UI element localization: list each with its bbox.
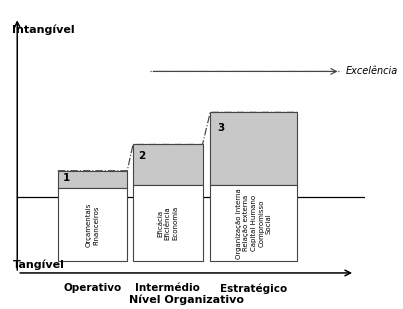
Bar [133,144,203,185]
Text: 1: 1 [62,173,70,183]
Text: Excelência: Excelência [345,66,398,76]
Bar [210,112,297,185]
Text: 2: 2 [138,150,145,161]
Text: Tangível: Tangível [12,260,64,270]
Text: Intermédio: Intermédio [135,283,200,293]
Bar [210,185,297,261]
Text: 3: 3 [217,123,224,133]
Bar [58,188,127,261]
Text: Operativo: Operativo [63,283,122,293]
Text: Intangível: Intangível [12,25,75,35]
Text: Eficácia
Eficiência
Economia: Eficácia Eficiência Economia [157,206,178,240]
Bar [58,171,127,188]
Bar [133,185,203,261]
Text: Estratégico: Estratégico [220,283,287,294]
Text: Orçamentais
Financeiros: Orçamentais Financeiros [86,203,99,247]
Text: Nível Organizativo: Nível Organizativo [129,295,244,305]
Text: Organização Interna
Relação externa
Capital Humano
Compromisso
Social: Organização Interna Relação externa Capi… [236,188,272,259]
